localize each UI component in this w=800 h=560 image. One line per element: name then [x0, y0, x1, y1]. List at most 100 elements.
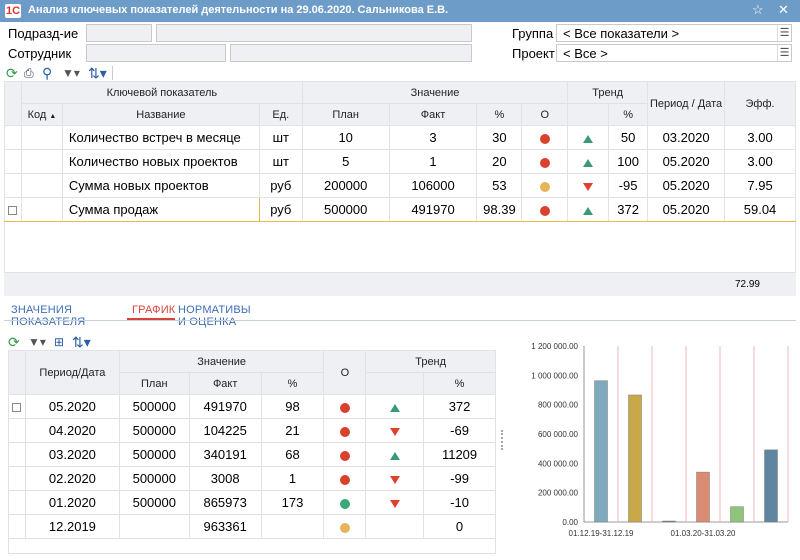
close-icon[interactable]: ✕: [778, 2, 789, 17]
division-label: Подразд-ие: [8, 26, 79, 41]
status-red-icon: [539, 205, 550, 216]
status-cell: [521, 173, 569, 198]
unit-header[interactable]: Ед.: [258, 103, 303, 126]
status-red-icon: [539, 133, 550, 144]
period-header[interactable]: Период / Дата: [647, 81, 726, 126]
trend-cell: [365, 442, 425, 467]
division-code-field[interactable]: [86, 24, 152, 42]
pct-cell: 53: [476, 173, 523, 198]
period-cell: 05.2020: [647, 197, 726, 222]
group-icon[interactable]: ⊞: [54, 335, 65, 349]
list-icon[interactable]: ☰: [777, 25, 791, 41]
eff-header[interactable]: Эфф.: [724, 81, 796, 126]
tab-values[interactable]: ЗНАЧЕНИЯ ПОКАЗАТЕЛЯ: [11, 304, 86, 328]
plan-cell: 500000: [118, 442, 190, 467]
table-row[interactable]: 01.2020 500000 865973 173 -10: [8, 490, 496, 515]
table-row[interactable]: 05.2020 500000 491970 98 372: [8, 394, 496, 419]
row-marker[interactable]: [8, 394, 26, 419]
row-marker: [8, 490, 26, 515]
name-header[interactable]: Название: [61, 103, 260, 126]
trend-pct-cell: 11209: [423, 442, 496, 467]
status-cell: [521, 125, 569, 150]
status-green-icon: [339, 498, 350, 509]
refresh-icon[interactable]: ⟳: [6, 65, 18, 81]
window-title-bar: 1С Анализ ключевых показателей деятельно…: [0, 0, 800, 22]
tab-chart[interactable]: ГРАФИК: [132, 304, 176, 316]
search-icon[interactable]: ⚲: [42, 65, 53, 81]
fact-cell: 865973: [188, 490, 262, 515]
print-icon[interactable]: ⎙: [24, 66, 34, 80]
plan-cell: 500000: [118, 394, 190, 419]
unit-cell: руб: [258, 173, 303, 198]
row-marker: [8, 514, 26, 539]
filter-icon[interactable]: ▼▾: [62, 66, 80, 80]
refresh-icon[interactable]: ⟳: [8, 334, 20, 350]
pct-header[interactable]: %: [260, 372, 325, 395]
table-row-selected[interactable]: Сумма продаж руб 500000 491970 98.39 372…: [4, 197, 796, 222]
pct-header[interactable]: %: [476, 103, 523, 126]
unit-cell: руб: [258, 197, 303, 222]
y-tick-label: 1 200 000.00: [531, 342, 578, 351]
fact-header[interactable]: Факт: [188, 372, 262, 395]
plan-header[interactable]: План: [118, 372, 190, 395]
bar: [594, 380, 608, 523]
table-row[interactable]: Количество новых проектов шт 5 1 20 100 …: [4, 149, 796, 174]
filter-icon[interactable]: ▼▾: [28, 335, 46, 349]
star-icon[interactable]: ☆: [752, 2, 764, 17]
name-cell: Сумма новых проектов: [61, 173, 260, 198]
table-row[interactable]: 04.2020 500000 104225 21 -69: [8, 418, 496, 443]
fact-cell: 104225: [188, 418, 262, 443]
project-select[interactable]: < Все > ☰: [556, 44, 792, 62]
plan-header[interactable]: План: [301, 103, 390, 126]
bar: [696, 471, 710, 523]
tab-separator: [4, 320, 796, 321]
row-checkbox[interactable]: [12, 403, 22, 413]
row-marker: [4, 173, 22, 198]
trend-pct-header[interactable]: %: [608, 103, 649, 126]
table-row[interactable]: Сумма новых проектов руб 200000 106000 5…: [4, 173, 796, 198]
indicator-group-header: Ключевой показатель: [20, 81, 303, 104]
y-tick-label: 200 000.00: [538, 489, 579, 498]
row-marker-header: [8, 350, 26, 395]
status-yellow-icon: [339, 522, 350, 533]
plan-cell: 500000: [118, 418, 190, 443]
period-cell: 01.2020: [24, 490, 120, 515]
fact-cell: 491970: [188, 394, 262, 419]
status-header[interactable]: О: [323, 350, 367, 395]
trend-pct-header[interactable]: %: [423, 372, 496, 395]
sort-icon[interactable]: ⇅▾: [88, 65, 107, 81]
trend-arrow-header: [567, 103, 610, 126]
trend-cell: [567, 149, 610, 174]
row-marker[interactable]: [4, 197, 22, 222]
employee-field[interactable]: [230, 44, 472, 62]
value-group-header: Значение: [301, 81, 569, 104]
group-select[interactable]: < Все показатели > ☰: [556, 24, 792, 42]
fact-cell: 491970: [388, 197, 478, 222]
status-header[interactable]: О: [521, 103, 569, 126]
trend-down-icon: [389, 427, 400, 436]
trend-pct-cell: 0: [423, 514, 496, 539]
splitter-handle[interactable]: [501, 430, 503, 450]
division-field[interactable]: [156, 24, 472, 42]
trend-cell: [365, 514, 425, 539]
status-cell: [521, 197, 569, 222]
row-checkbox[interactable]: [8, 206, 18, 216]
pct-cell: 20: [476, 149, 523, 174]
main-table: Ключевой показатель Значение Тренд Перио…: [4, 81, 796, 222]
project-value: < Все >: [563, 46, 608, 61]
sort-icon[interactable]: ⇅▾: [72, 334, 91, 350]
fact-header[interactable]: Факт: [388, 103, 478, 126]
unit-cell: шт: [258, 149, 303, 174]
code-header[interactable]: Код ▲: [20, 103, 63, 126]
status-cell: [323, 466, 367, 491]
table-row[interactable]: Количество встреч в месяце шт 10 3 30 50…: [4, 125, 796, 150]
table-row[interactable]: 03.2020 500000 340191 68 11209: [8, 442, 496, 467]
tab-norms[interactable]: НОРМАТИВЫ И ОЦЕНКА: [178, 304, 251, 328]
x-tick-label: 01.03.20-31.03.20: [671, 529, 736, 538]
table-row[interactable]: 12.2019 963361 0: [8, 514, 496, 539]
employee-code-field[interactable]: [86, 44, 226, 62]
fact-cell: 3: [388, 125, 478, 150]
period-header[interactable]: Период/Дата: [24, 350, 120, 395]
table-row[interactable]: 02.2020 500000 3008 1 -99: [8, 466, 496, 491]
list-icon[interactable]: ☰: [777, 45, 791, 61]
